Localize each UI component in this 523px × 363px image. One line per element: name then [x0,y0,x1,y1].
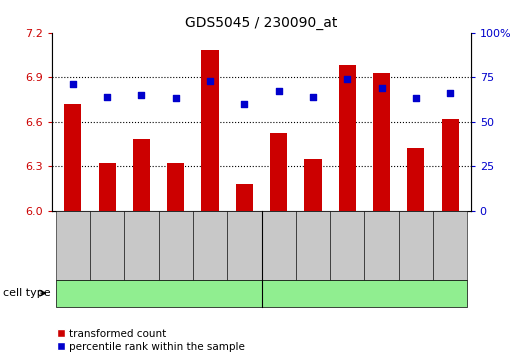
Text: GSM1253160: GSM1253160 [206,217,214,273]
Bar [262,280,467,307]
Text: GSM1253159: GSM1253159 [171,217,180,273]
Bar [64,104,82,211]
Point [240,101,248,107]
Point [446,90,454,96]
Bar [330,211,365,280]
Point [412,95,420,101]
Bar [56,211,90,280]
Text: remaining limb cells: remaining limb cells [308,288,421,298]
Bar [193,211,227,280]
Point [103,94,111,99]
Text: GSM1253157: GSM1253157 [103,217,112,273]
Text: GSM1253162: GSM1253162 [274,217,283,273]
Point [172,95,180,101]
Legend: transformed count, percentile rank within the sample: transformed count, percentile rank withi… [52,325,249,356]
Bar [262,211,296,280]
Text: GSM1253161: GSM1253161 [240,217,249,273]
Bar [399,211,433,280]
Text: GSM1253163: GSM1253163 [309,217,317,273]
Bar [304,159,322,211]
Bar [296,211,330,280]
Point [137,92,145,98]
Point [309,94,317,99]
Bar [90,211,124,280]
Bar [201,50,219,211]
Text: GSM1253164: GSM1253164 [343,217,352,273]
Point [343,76,351,82]
Text: GSM1253165: GSM1253165 [377,217,386,273]
Bar [236,184,253,211]
Bar [407,148,424,211]
Bar [99,163,116,211]
Title: GDS5045 / 230090_at: GDS5045 / 230090_at [185,16,338,30]
Bar [441,119,459,211]
Bar [433,211,467,280]
Bar [339,65,356,211]
Text: GSM1253158: GSM1253158 [137,217,146,273]
Point [378,85,386,91]
Point [206,78,214,83]
Text: cell type: cell type [3,288,50,298]
Bar [167,163,184,211]
Point [69,81,77,87]
Bar [365,211,399,280]
Bar [124,211,158,280]
Text: chondrocyte condensation: chondrocyte condensation [85,288,233,298]
Bar [270,134,287,211]
Text: GSM1253167: GSM1253167 [446,217,454,273]
Bar [227,211,262,280]
Bar [158,211,193,280]
Bar [373,73,390,211]
Bar [56,280,262,307]
Point [275,89,283,94]
Text: GSM1253156: GSM1253156 [69,217,77,273]
Bar [133,139,150,211]
Text: GSM1253166: GSM1253166 [411,217,420,273]
